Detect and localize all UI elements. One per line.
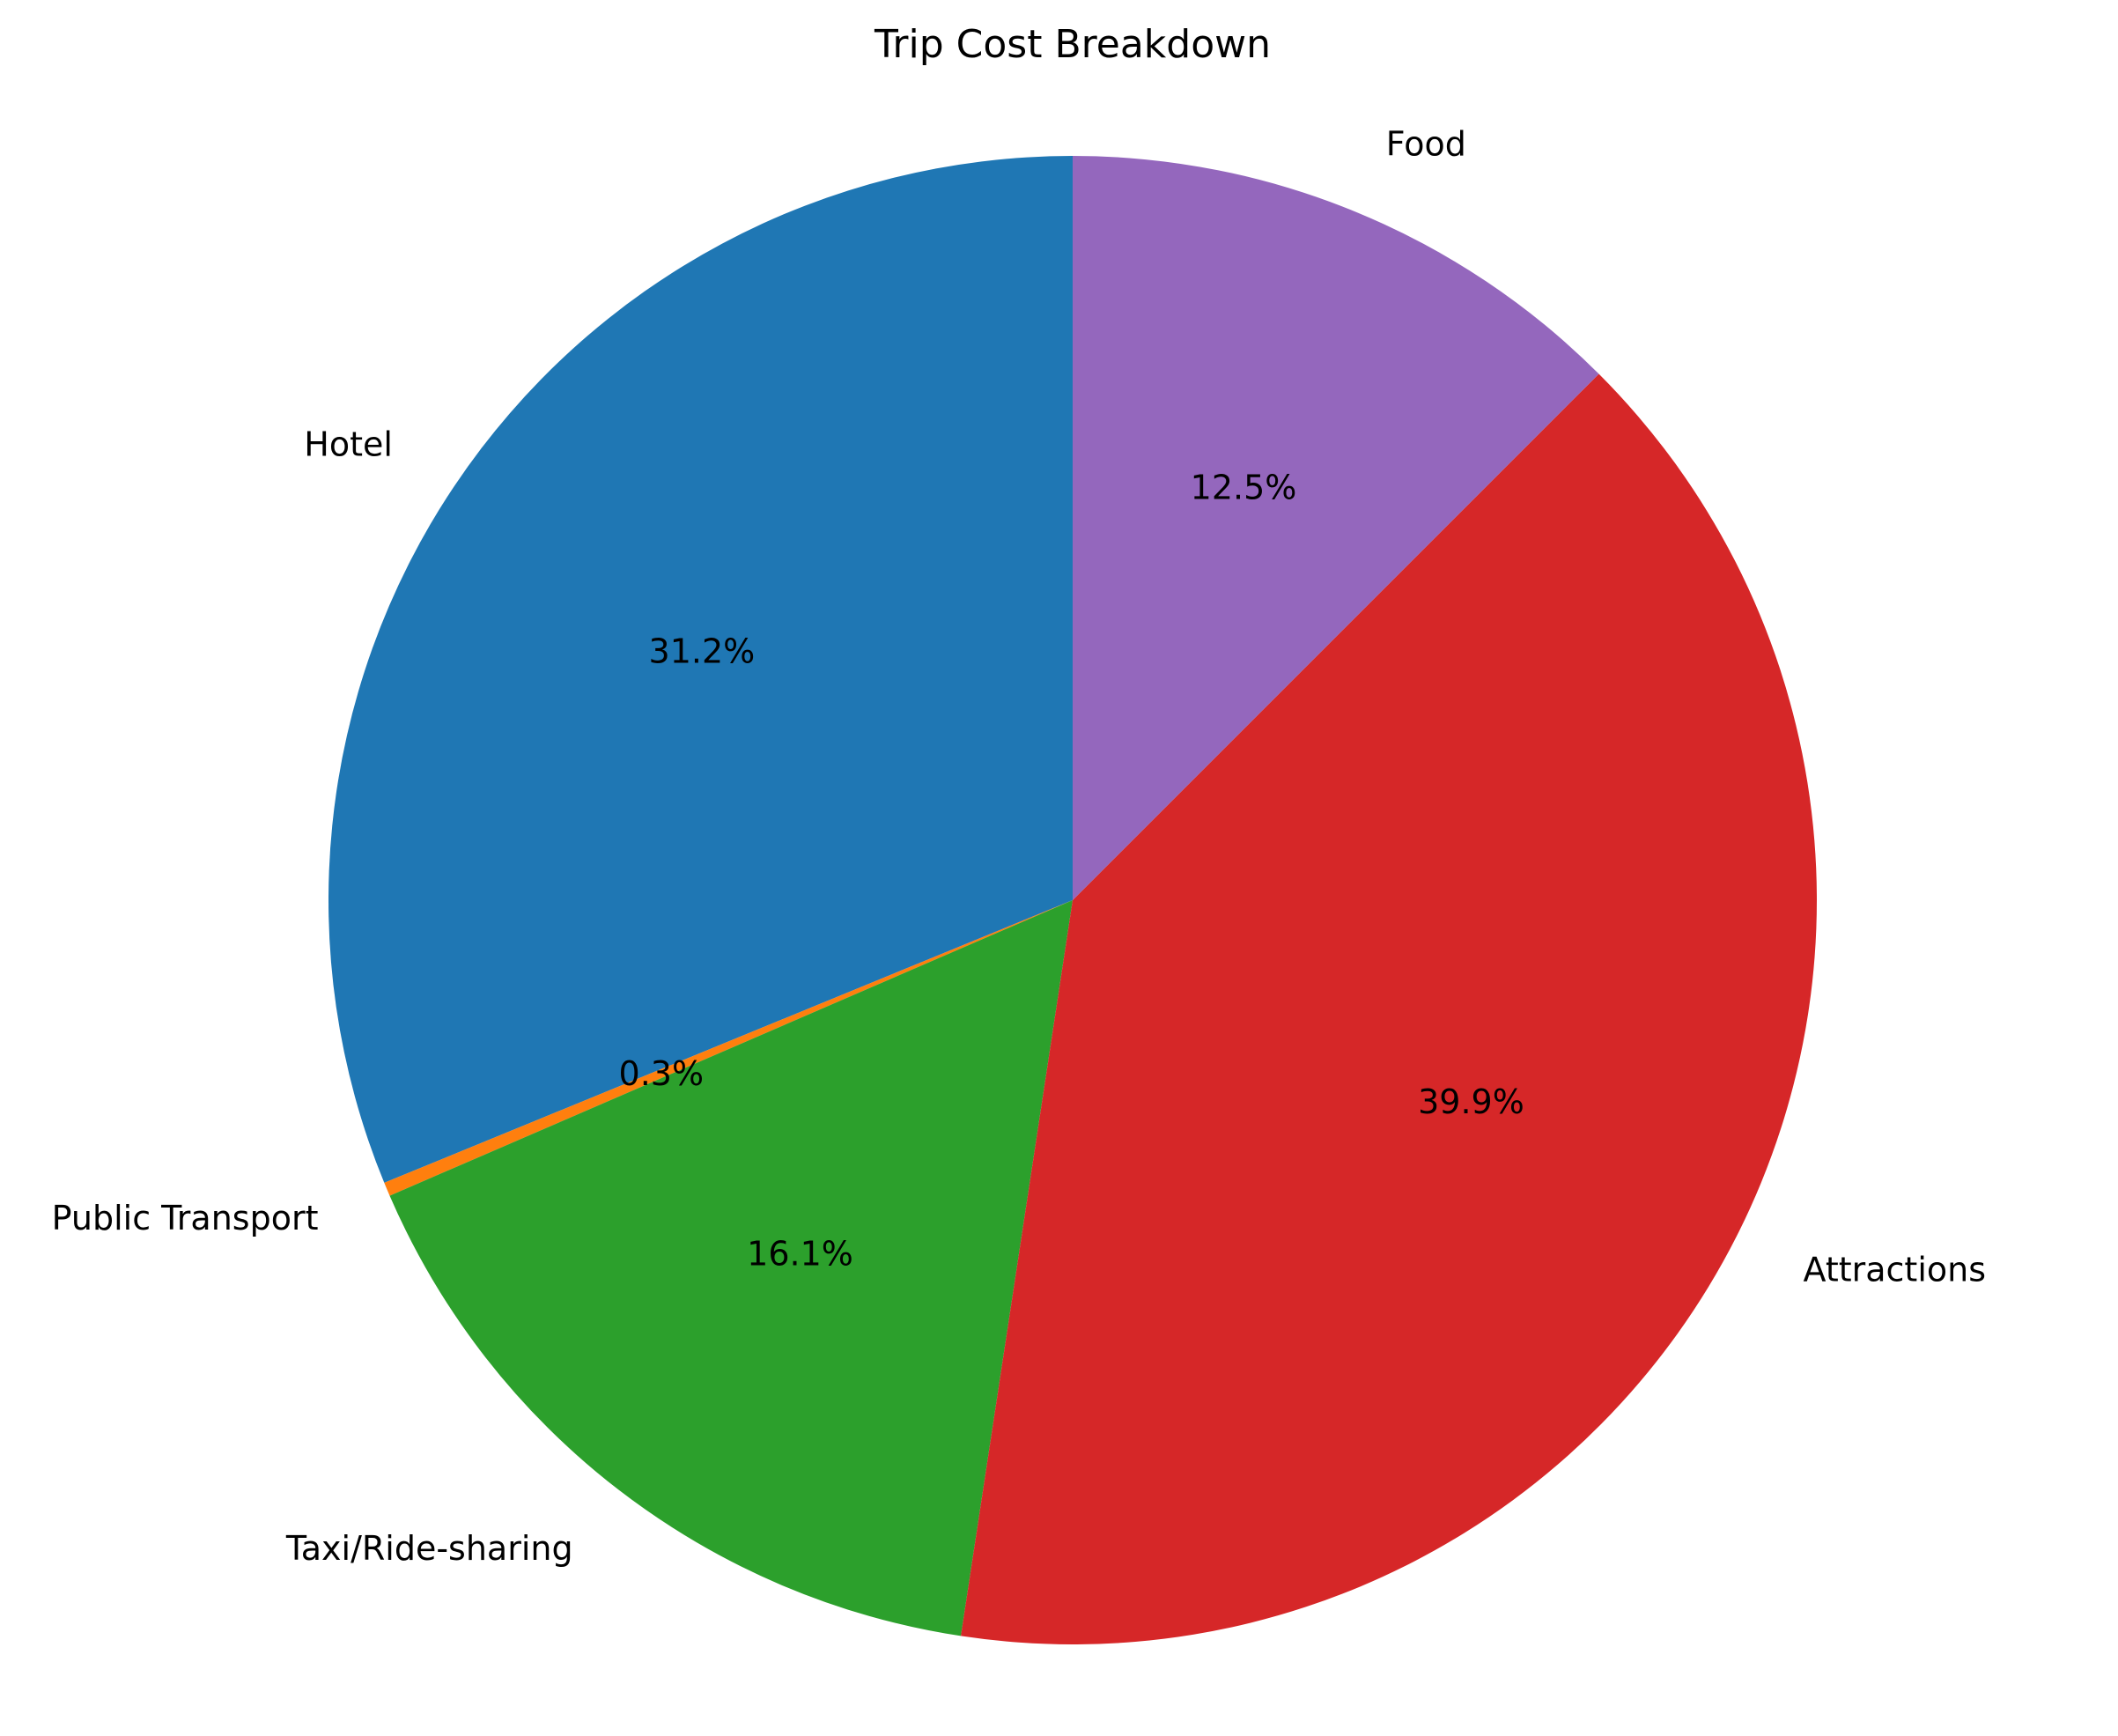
- chart-title: Trip Cost Breakdown: [874, 22, 1271, 67]
- pie-slice-taxi-ride-sharing: [389, 900, 1074, 1636]
- pie-pct-label-taxi-ride-sharing: 16.1%: [747, 1235, 853, 1274]
- pie-label-hotel: Hotel: [304, 425, 393, 463]
- pie-label-public-transport: Public Transport: [52, 1199, 319, 1237]
- pie-pct-label-public-transport: 0.3%: [619, 1054, 705, 1093]
- pie-pct-label-hotel: 31.2%: [649, 632, 756, 671]
- pie-slice-food: [1073, 156, 1599, 900]
- pie-label-attractions: Attractions: [1804, 1250, 1987, 1289]
- pie-label-taxi-ride-sharing: Taxi/Ride-sharing: [285, 1529, 573, 1568]
- pie-label-food: Food: [1386, 124, 1466, 163]
- pie-labels: 31.2% Hotel 0.3% Public Transport 16.1% Taxi/…: [52, 124, 1986, 1568]
- pie-pct-label-attractions: 39.9%: [1418, 1082, 1524, 1121]
- pie-slice-hotel: [328, 156, 1073, 1183]
- pie-slices: [328, 156, 1817, 1645]
- pie-pct-label-food: 12.5%: [1191, 469, 1297, 507]
- pie-slice-public-transport: [384, 900, 1073, 1196]
- pie-slice-attractions: [961, 373, 1817, 1645]
